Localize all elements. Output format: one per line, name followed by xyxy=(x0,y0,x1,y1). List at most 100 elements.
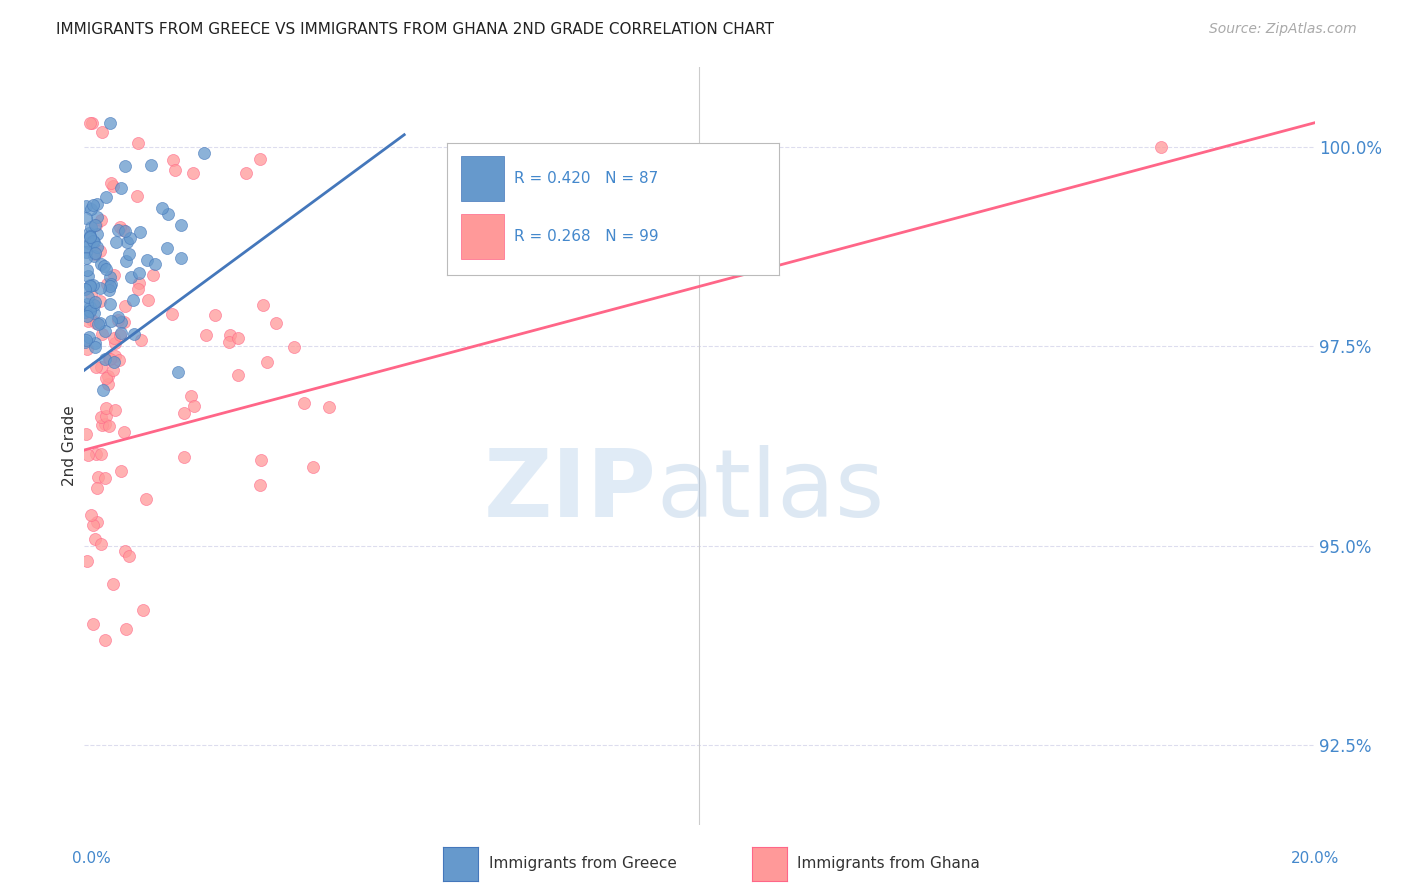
Point xyxy=(83,335,105,350)
Point xyxy=(82,616,104,631)
Point xyxy=(156,207,179,221)
Point xyxy=(83,218,105,232)
Point xyxy=(114,544,136,558)
Point xyxy=(84,447,107,461)
Point xyxy=(96,277,118,291)
Point xyxy=(93,471,115,485)
Point xyxy=(103,268,125,283)
Point xyxy=(114,299,136,313)
Point xyxy=(218,328,240,343)
Point xyxy=(180,389,202,403)
Point xyxy=(90,537,112,551)
Y-axis label: 2nd Grade: 2nd Grade xyxy=(62,406,77,486)
Point xyxy=(114,622,136,636)
Point xyxy=(100,313,122,327)
Point xyxy=(89,316,111,330)
Point xyxy=(266,317,288,331)
Point xyxy=(292,395,315,409)
Point xyxy=(173,406,195,420)
Point xyxy=(73,305,96,319)
Point xyxy=(91,326,114,341)
Point xyxy=(101,363,124,377)
Text: IMMIGRANTS FROM GREECE VS IMMIGRANTS FROM GHANA 2ND GRADE CORRELATION CHART: IMMIGRANTS FROM GREECE VS IMMIGRANTS FRO… xyxy=(56,22,775,37)
Point xyxy=(86,240,108,254)
Point xyxy=(77,448,100,462)
Point xyxy=(98,283,121,297)
Point xyxy=(235,166,257,180)
Point xyxy=(96,401,118,416)
Point xyxy=(165,163,187,178)
Point xyxy=(138,293,160,307)
Point xyxy=(166,365,188,379)
Point xyxy=(87,470,110,484)
Point xyxy=(77,329,100,343)
Point xyxy=(83,235,105,249)
Point xyxy=(122,327,145,342)
Point xyxy=(183,166,205,180)
Point xyxy=(89,293,111,308)
Point xyxy=(129,225,152,239)
Point xyxy=(86,210,108,224)
Point xyxy=(86,218,108,232)
Point xyxy=(75,251,97,265)
Point xyxy=(142,268,165,282)
Point xyxy=(135,491,157,506)
Text: atlas: atlas xyxy=(657,445,884,538)
Point xyxy=(75,335,97,350)
Point xyxy=(93,417,115,432)
Point xyxy=(79,303,101,318)
Point xyxy=(128,266,150,280)
Point xyxy=(194,327,217,342)
Point xyxy=(250,452,273,467)
Point xyxy=(90,447,112,461)
Text: 0.0%: 0.0% xyxy=(72,852,111,866)
Point xyxy=(93,324,115,338)
Point xyxy=(129,334,152,348)
Point xyxy=(318,400,340,414)
Point xyxy=(80,220,103,235)
Point xyxy=(94,352,117,367)
Point xyxy=(80,508,103,522)
Point xyxy=(103,577,125,591)
Point xyxy=(79,202,101,217)
Point xyxy=(84,246,107,260)
Point xyxy=(86,515,108,529)
Point xyxy=(127,188,149,202)
Text: Source: ZipAtlas.com: Source: ZipAtlas.com xyxy=(1209,22,1357,37)
Point xyxy=(76,262,98,277)
Point xyxy=(127,136,149,150)
Point xyxy=(98,116,121,130)
Point xyxy=(98,269,121,284)
Point xyxy=(94,632,117,647)
Point xyxy=(135,253,157,268)
Point xyxy=(150,201,173,215)
Point xyxy=(110,464,132,478)
Point xyxy=(77,235,100,250)
Point xyxy=(98,297,121,311)
Text: Immigrants from Greece: Immigrants from Greece xyxy=(489,856,678,871)
Point xyxy=(114,224,136,238)
Point xyxy=(103,331,125,345)
Point xyxy=(226,368,249,382)
Point xyxy=(96,262,118,277)
Point xyxy=(86,197,108,211)
Point xyxy=(283,340,305,354)
Point xyxy=(90,359,112,374)
Point xyxy=(76,290,98,304)
Point xyxy=(110,315,132,329)
Point xyxy=(94,409,117,423)
Point xyxy=(120,270,142,285)
Point xyxy=(75,427,97,442)
Point xyxy=(256,354,278,368)
Point xyxy=(105,235,128,250)
Point xyxy=(82,198,104,212)
Point xyxy=(93,260,115,274)
Point xyxy=(193,146,215,161)
Point xyxy=(97,376,120,391)
Point xyxy=(108,352,131,367)
Point xyxy=(173,450,195,465)
Point xyxy=(107,223,129,237)
Point xyxy=(83,306,105,320)
Point xyxy=(114,253,136,268)
Point xyxy=(108,220,131,235)
